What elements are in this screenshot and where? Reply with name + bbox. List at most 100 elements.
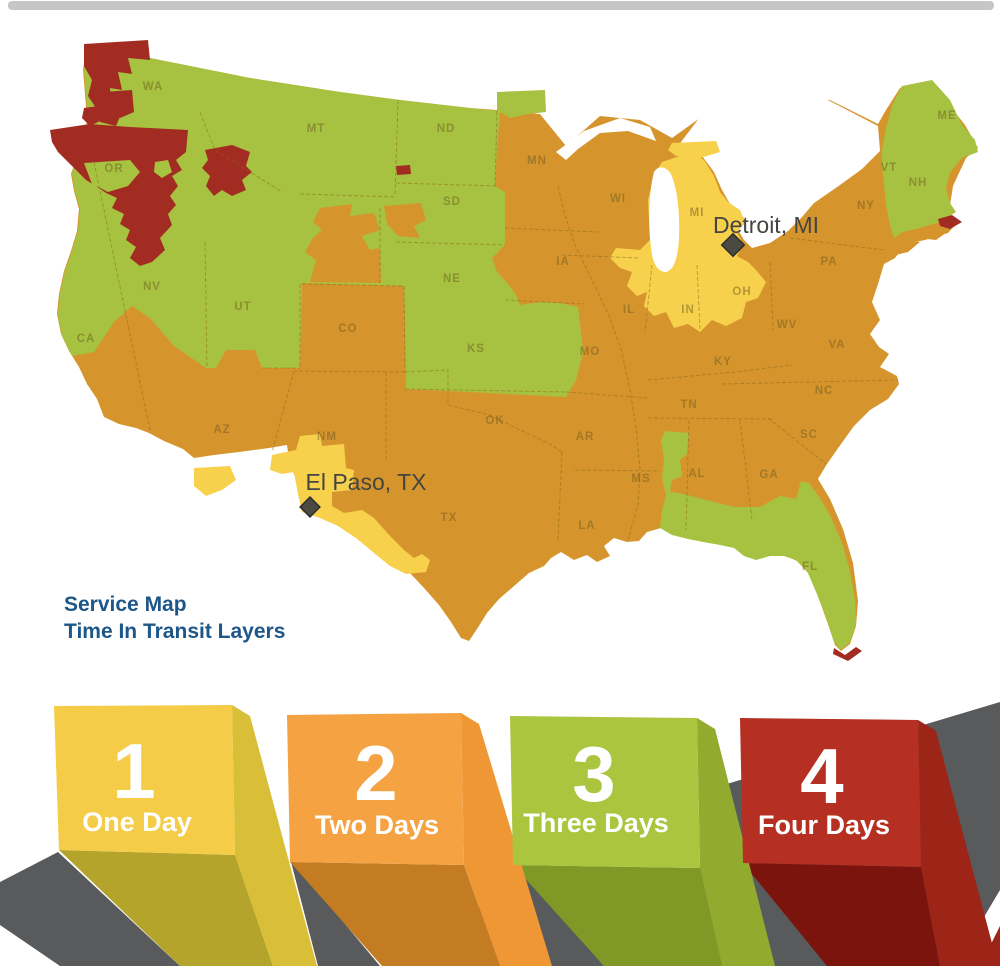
- legend-number-3: 3: [572, 730, 615, 818]
- state-label-mt: MT: [307, 123, 326, 135]
- map-caption-line2: Time In Transit Layers: [64, 620, 285, 643]
- region-red-oregon: [50, 124, 188, 266]
- region-green-or-hole: [154, 160, 172, 178]
- region-orange-east-wy: [305, 204, 381, 283]
- legend-label-three-days: Three Days: [523, 808, 669, 838]
- map-caption: Service Map Time In Transit Layers: [64, 593, 285, 643]
- region-yellow-az-patch: [194, 466, 236, 496]
- state-label-nm: NM: [317, 431, 337, 443]
- region-orange-sd-corner: [384, 203, 426, 238]
- region-red-puget-arm: [104, 90, 134, 118]
- legend-front-two-days: [287, 713, 464, 865]
- state-label-nh: NH: [909, 177, 928, 189]
- state-label-wa: WA: [143, 81, 164, 93]
- state-label-wi: WI: [610, 193, 626, 205]
- legend-front-four-days: [740, 718, 921, 867]
- legend-under-2: [290, 862, 500, 966]
- state-label-ia: IA: [556, 256, 570, 268]
- legend-number-2: 2: [354, 729, 397, 817]
- region-red-central-idaho: [202, 145, 252, 196]
- city-marker-el-paso: [299, 496, 321, 518]
- state-label-ut: UT: [234, 301, 251, 313]
- legend-label-one-day: One Day: [82, 807, 192, 837]
- state-label-il: IL: [623, 304, 635, 316]
- legend-side-4: [918, 720, 998, 966]
- legend-corner-sliver: [980, 926, 1000, 966]
- region-red-mt-dot: [396, 165, 411, 175]
- us-map: WA OR CA NV UT CO MT ND SD NE KS MN WI I…: [50, 40, 978, 661]
- state-labels: WA OR CA NV UT CO MT ND SD NE KS MN WI I…: [77, 81, 956, 573]
- state-label-sc: SC: [800, 429, 818, 441]
- lake-michigan: [649, 167, 680, 272]
- lakes: [556, 96, 880, 248]
- regions-four-days: [50, 40, 962, 661]
- state-label-wv: WV: [777, 319, 798, 331]
- region-red-florida-keys: [833, 647, 862, 661]
- state-label-mi: MI: [690, 207, 705, 219]
- state-label-mn: MN: [527, 155, 547, 167]
- state-label-sd: SD: [443, 196, 461, 208]
- regions-coastal-orange: [866, 223, 950, 258]
- state-borders: [93, 99, 899, 541]
- state-label-tx: TX: [441, 512, 458, 524]
- legend-front-one-day: [54, 705, 235, 855]
- legend-number-1: 1: [112, 727, 155, 815]
- city-label-el-paso: El Paso, TX: [305, 469, 426, 495]
- lake-superior: [556, 118, 656, 160]
- state-label-mo: MO: [580, 346, 601, 358]
- legend-label-two-days: Two Days: [315, 810, 439, 840]
- region-green-southeast: [660, 431, 856, 650]
- legend-texts: 1 One Day 2 Two Days 3 Three Days 4 Four…: [82, 727, 890, 840]
- state-label-ks: KS: [467, 343, 485, 355]
- legend-under-1: [59, 850, 273, 966]
- regions-one-day: [194, 141, 766, 574]
- legend-side-3: [697, 718, 775, 966]
- region-green-northeast: [882, 80, 978, 238]
- legend-side-2: [461, 713, 552, 966]
- city-label-detroit: Detroit, MI: [713, 212, 819, 238]
- city-marker-detroit: [720, 232, 746, 258]
- legend-side-1: [232, 705, 317, 966]
- state-label-nc: NC: [815, 385, 834, 397]
- map-caption-line1: Service Map: [64, 593, 187, 616]
- state-label-ms: MS: [631, 473, 650, 485]
- regions-green-notches: [84, 160, 172, 192]
- region-orange-long-island: [866, 240, 920, 258]
- state-label-al: AL: [688, 468, 705, 480]
- regions-two-day-overlays: [305, 203, 426, 283]
- region-yellow-up-tip: [668, 141, 720, 158]
- legend-label-four-days: Four Days: [758, 810, 890, 840]
- state-label-or: OR: [104, 163, 123, 175]
- state-label-ar: AR: [576, 431, 595, 443]
- legend-under-4: [743, 863, 940, 966]
- state-label-nd: ND: [437, 123, 456, 135]
- state-label-pa: PA: [820, 256, 837, 268]
- state-label-co: CO: [338, 323, 357, 335]
- state-label-ok: OK: [485, 415, 504, 427]
- region-red-cape-tip: [938, 215, 962, 229]
- legend-shadow-1: [0, 852, 180, 966]
- state-label-in: IN: [681, 304, 695, 316]
- state-label-ny: NY: [857, 200, 875, 212]
- state-label-va: VA: [828, 339, 845, 351]
- region-red-puget: [84, 40, 150, 126]
- top-bar: [8, 1, 994, 10]
- legend-number-4: 4: [800, 732, 843, 820]
- state-label-ne: NE: [443, 273, 461, 285]
- lake-huron-erie-ontario: [678, 96, 880, 248]
- state-label-ky: KY: [714, 356, 732, 368]
- legend-front-three-days: [510, 716, 700, 868]
- state-label-me: ME: [937, 110, 956, 122]
- state-label-ga: GA: [759, 469, 778, 481]
- city-annotations: Detroit, MI El Paso, TX: [299, 212, 819, 518]
- state-label-la: LA: [578, 520, 595, 532]
- region-green-nw-mn: [497, 90, 546, 118]
- state-label-oh: OH: [732, 286, 751, 298]
- state-label-az: AZ: [213, 424, 230, 436]
- region-yellow-el-paso: [270, 434, 430, 574]
- region-red-puget-blob: [82, 106, 102, 126]
- region-yellow-michigan: [610, 152, 766, 332]
- region-green-or-notch: [84, 160, 140, 192]
